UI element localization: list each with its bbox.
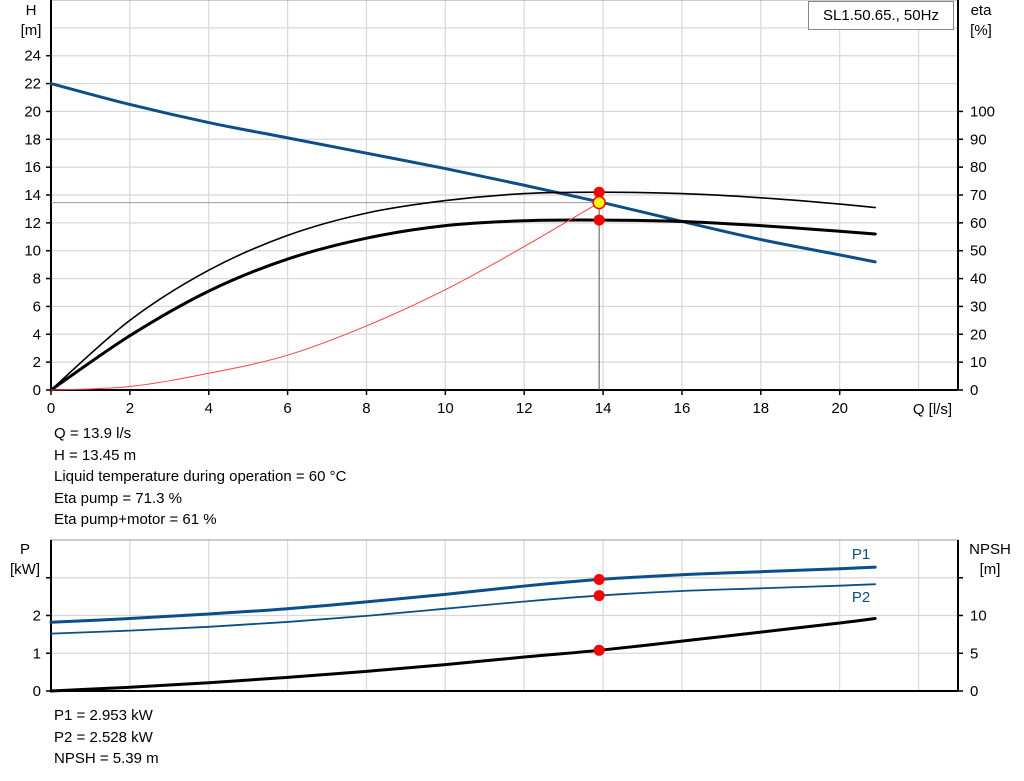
readout-eta-pump: Eta pump = 71.3 % — [54, 489, 182, 507]
x-tick-label: 0 — [47, 400, 55, 417]
x-tick-label: 2 — [126, 400, 134, 417]
series-label-p2: P2 — [852, 589, 870, 606]
y2-tick-label: 0 — [970, 382, 978, 399]
operating-marker — [593, 644, 605, 656]
y2-tick-label: 50 — [970, 243, 987, 260]
y2-tick-label: 100 — [970, 103, 995, 120]
x-tick-label: 10 — [437, 400, 454, 417]
readout-liquid-temp: Liquid temperature during operation = 60… — [54, 468, 347, 486]
p-tick-label: 1 — [33, 645, 41, 662]
x-tick-label: 16 — [674, 400, 691, 417]
y-tick-label: 22 — [24, 76, 41, 93]
readout-top: Q = 13.9 l/s H = 13.45 m Liquid temperat… — [54, 423, 346, 531]
series-eta-curve — [50, 202, 600, 391]
x-tick-label: 12 — [516, 400, 533, 417]
npsh-axis-label-unit: [m] — [980, 561, 1001, 578]
x-tick-label: 20 — [831, 400, 848, 417]
series-label-p1: P1 — [852, 546, 870, 563]
y2-tick-label: 60 — [970, 215, 987, 232]
y-tick-label: 6 — [33, 298, 41, 315]
y-axis-label-name: H — [26, 2, 37, 19]
y-tick-label: 24 — [24, 48, 41, 65]
npsh-tick-label: 5 — [970, 645, 978, 662]
operating-marker — [593, 186, 605, 198]
readout-npsh: NPSH = 5.39 m — [54, 750, 159, 768]
y-tick-label: 8 — [33, 271, 41, 288]
readout-bottom: P1 = 2.953 kW P2 = 2.528 kW NPSH = 5.39 … — [54, 705, 159, 770]
y2-tick-label: 90 — [970, 131, 987, 148]
p-tick-label: 0 — [33, 683, 41, 700]
y2-tick-label: 40 — [970, 271, 987, 288]
series-P1 — [49, 565, 877, 624]
y2-axis-label-unit: [%] — [970, 22, 992, 39]
operating-marker — [593, 214, 605, 226]
p-axis-label-name: P — [20, 541, 30, 558]
y2-tick-label: 80 — [970, 159, 987, 176]
x-tick-label: 8 — [362, 400, 370, 417]
y-axis-label-unit: [m] — [21, 22, 42, 39]
readout-h: H = 13.45 m — [54, 446, 137, 464]
series-system-curve — [49, 82, 877, 264]
y2-axis-label-name: eta — [971, 2, 993, 19]
operating-marker — [593, 574, 605, 586]
y-tick-label: 20 — [24, 103, 41, 120]
series-H-curve — [49, 218, 877, 392]
p-tick-label: 2 — [33, 608, 41, 625]
x-tick-label: 4 — [205, 400, 213, 417]
y-tick-label: 2 — [33, 354, 41, 371]
y-tick-label: 18 — [24, 131, 41, 148]
x-tick-label: 14 — [595, 400, 612, 417]
y2-tick-label: 20 — [970, 326, 987, 343]
y-tick-label: 10 — [24, 243, 41, 260]
y2-tick-label: 70 — [970, 187, 987, 204]
readout-q: Q = 13.9 l/s — [54, 425, 132, 442]
y-tick-label: 14 — [24, 187, 41, 204]
readout-p1: P1 = 2.953 kW — [54, 707, 153, 724]
npsh-tick-label: 0 — [970, 683, 978, 700]
series-H-curve-max — [50, 191, 876, 391]
y-tick-label: 16 — [24, 159, 41, 176]
p-axis-label-unit: [kW] — [10, 561, 40, 578]
x-tick-label: 6 — [283, 400, 291, 417]
chart-title-legend: SL1.50.65., 50Hz — [808, 1, 954, 30]
y-tick-label: 0 — [33, 382, 41, 399]
series-P2 — [50, 583, 877, 635]
y-tick-label: 4 — [33, 326, 41, 343]
y-tick-label: 12 — [24, 215, 41, 232]
npsh-tick-label: 10 — [970, 608, 987, 625]
operating-marker — [593, 590, 605, 602]
readout-eta-pump-motor: Eta pump+motor = 61 % — [54, 511, 217, 529]
x-axis-label: Q [l/s] — [913, 401, 952, 418]
y2-tick-label: 10 — [970, 354, 987, 371]
readout-p2: P2 = 2.528 kW — [54, 728, 153, 746]
y2-tick-label: 30 — [970, 298, 987, 315]
series-NPSH — [49, 617, 877, 693]
operating-marker — [592, 195, 606, 210]
npsh-axis-label-name: NPSH — [969, 541, 1011, 558]
x-tick-label: 18 — [752, 400, 769, 417]
